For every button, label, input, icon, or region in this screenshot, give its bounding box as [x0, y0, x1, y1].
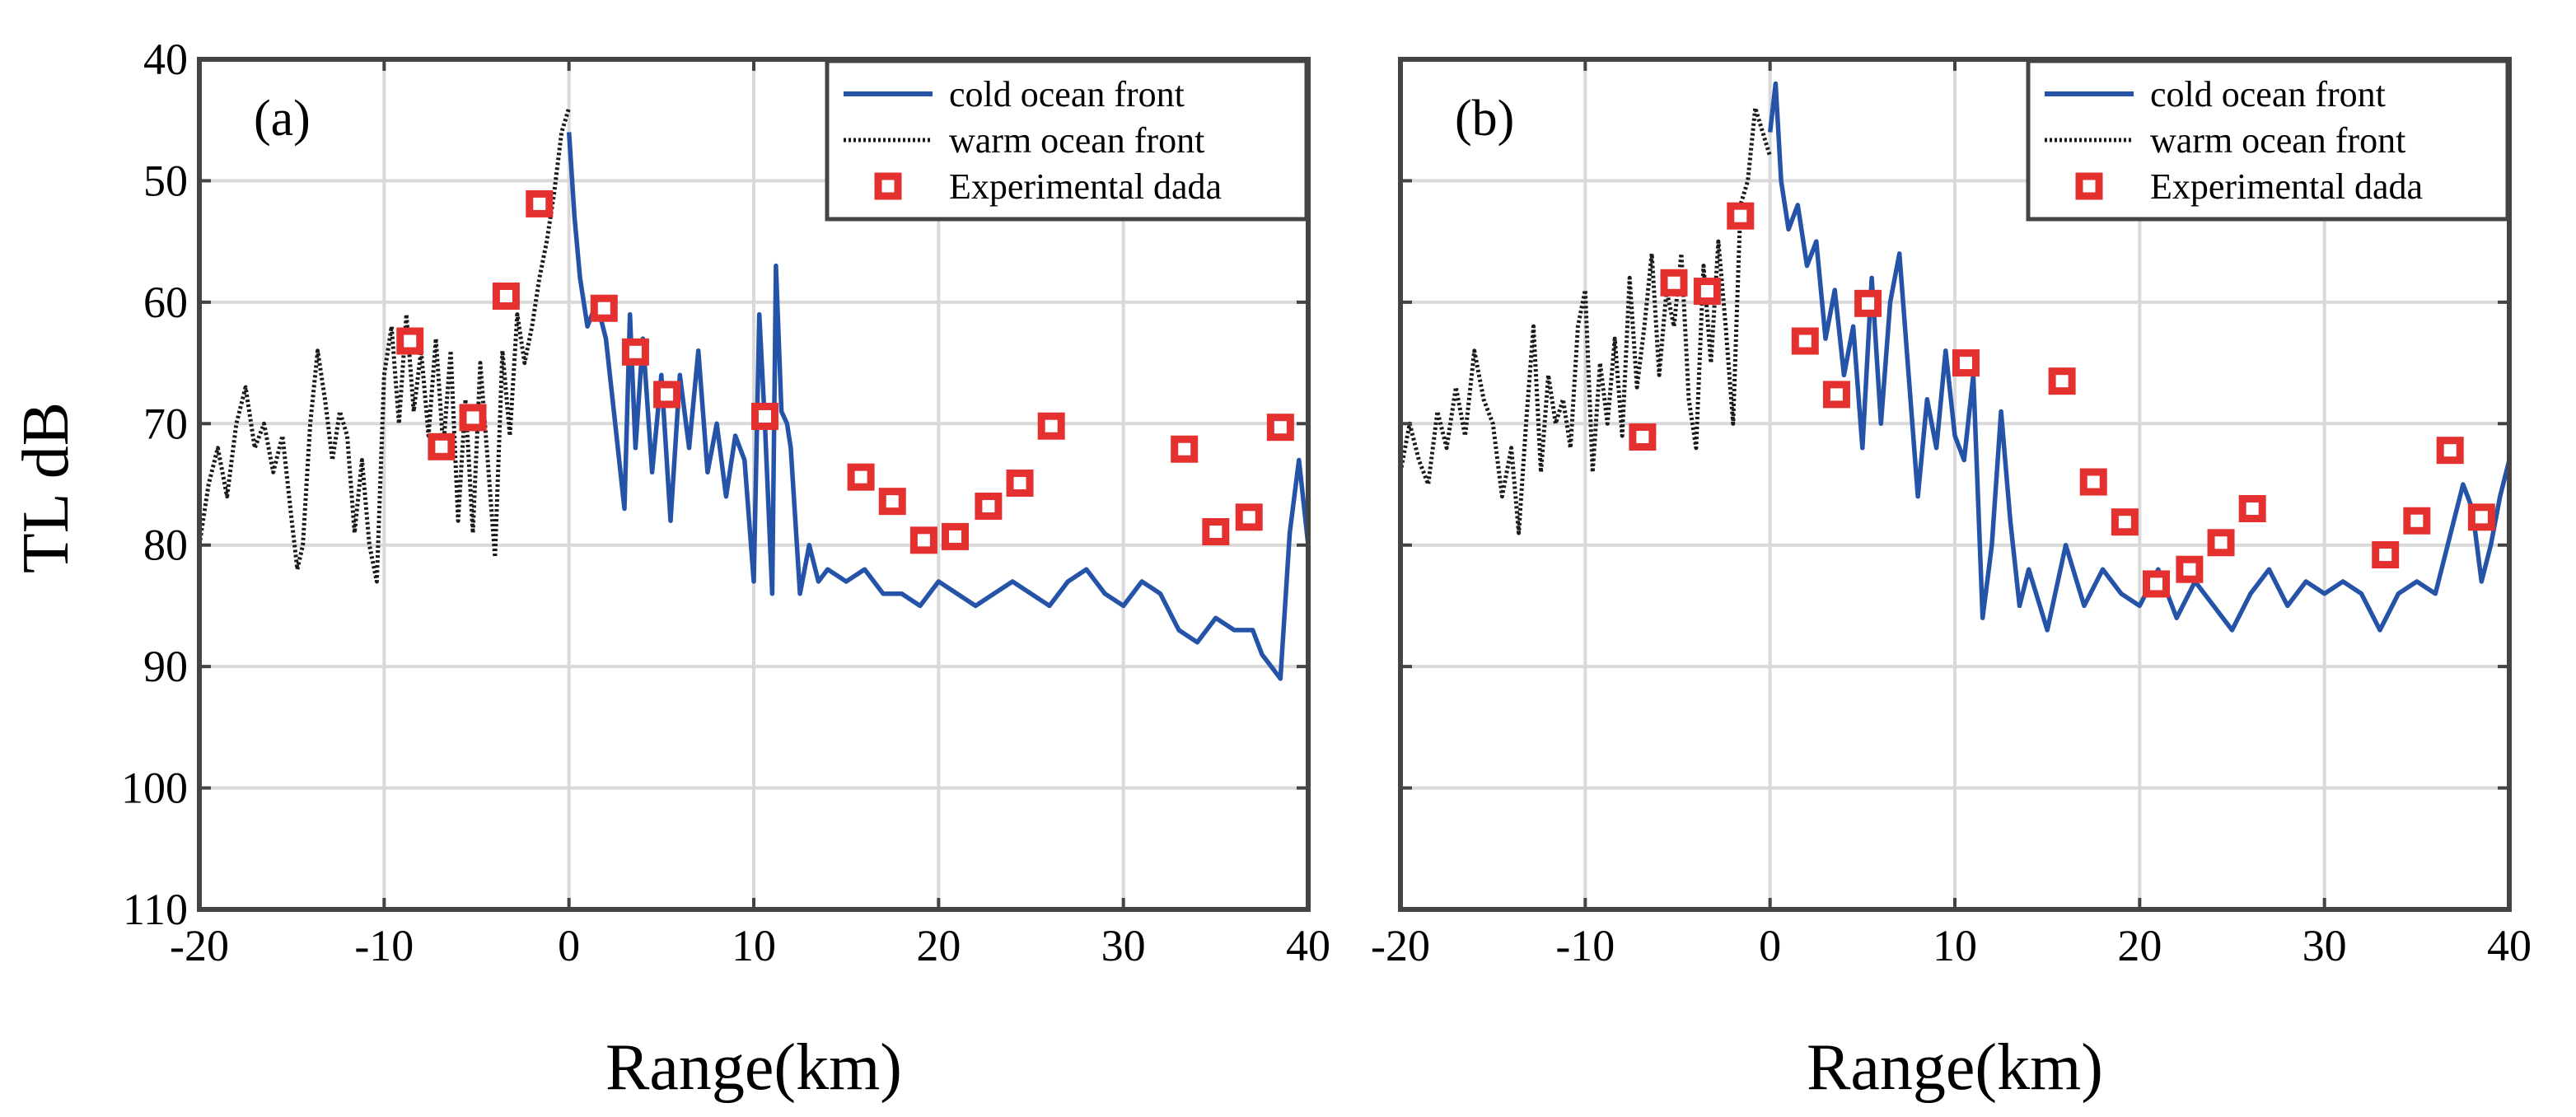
experimental-point — [1854, 289, 1882, 317]
legend-box — [825, 58, 1309, 222]
x-tick-label: 0 — [558, 921, 580, 970]
experimental-point — [2048, 367, 2076, 395]
experimental-point — [1952, 349, 1980, 377]
y-tick-label: 110 — [123, 885, 188, 934]
y-tick-label: 90 — [143, 642, 188, 691]
x-tick-label: 20 — [2117, 921, 2162, 970]
experimental-point — [750, 402, 778, 430]
experimental-point — [1037, 412, 1065, 440]
experimental-point — [428, 432, 456, 460]
experimental-point — [2238, 494, 2266, 522]
x-tick-label: -20 — [1371, 921, 1430, 970]
y-tick-label: 40 — [143, 35, 188, 84]
experimental-point — [2176, 555, 2204, 583]
x-tick-label: -10 — [354, 921, 414, 970]
cold-front-line — [1767, 81, 2509, 633]
experimental-point — [1629, 423, 1657, 451]
experimental-point — [2143, 570, 2171, 598]
y-tick-label: 80 — [143, 521, 188, 570]
experimental-point — [1235, 503, 1263, 531]
y-tick-label: 70 — [143, 399, 188, 448]
experimental-point — [2207, 529, 2235, 557]
x-tick-label: 0 — [1759, 921, 1781, 970]
legend-experimental-label: Experimental dada — [949, 166, 1222, 207]
x-axis-title: Range(km) — [605, 1031, 902, 1104]
legend-box — [2026, 58, 2510, 222]
experimental-point — [459, 404, 487, 432]
panel-a: -20 -10 0 10 20 30 40 40 50 60 70 80 90 100 110 Range(k… — [121, 35, 1330, 1104]
experimental-point — [942, 522, 970, 550]
y-axis-title: TL dB — [10, 402, 82, 573]
experimental-point — [909, 526, 937, 554]
experimental-point — [2372, 541, 2400, 569]
experimental-point — [1791, 327, 1819, 355]
experimental-point — [975, 493, 1003, 521]
experimental-point — [1266, 414, 1294, 442]
legend-experimental-label: Experimental dada — [2150, 166, 2423, 207]
experimental-point — [1822, 381, 1850, 409]
experimental-point — [2079, 468, 2107, 496]
experimental-point — [590, 294, 618, 322]
legend-cold-label: cold ocean front — [949, 74, 1185, 115]
experimental-point — [1171, 435, 1199, 463]
x-tick-label: 10 — [732, 921, 776, 970]
panel-b: -20 -10 0 10 20 30 40 Range(km) (b) cold ocean fr… — [1371, 57, 2532, 1104]
panel-label: (a) — [254, 91, 311, 147]
experimental-point — [2403, 507, 2431, 535]
y-tick-label: 50 — [143, 156, 188, 205]
experimental-point — [1727, 202, 1755, 230]
experimental-point — [621, 338, 649, 366]
experimental-point — [492, 282, 520, 310]
legend-warm-label: warm ocean front — [2150, 120, 2405, 161]
experimental-point — [653, 381, 681, 409]
x-axis-title: Range(km) — [1807, 1031, 2103, 1104]
experimental-point — [878, 488, 906, 516]
x-tick-label: 10 — [1933, 921, 1977, 970]
x-tick-label: -20 — [170, 921, 229, 970]
experimental-point — [2467, 503, 2495, 531]
warm-front-line — [199, 107, 572, 584]
x-tick-label: 20 — [916, 921, 961, 970]
legend-warm-label: warm ocean front — [949, 120, 1204, 161]
experimental-point — [2111, 508, 2139, 536]
x-tick-label: 30 — [2303, 921, 2347, 970]
experimental-point — [2436, 437, 2464, 465]
legend-exp-swatch — [874, 172, 902, 200]
x-tick-label: -10 — [1555, 921, 1615, 970]
x-tick-label: 40 — [2487, 921, 2532, 970]
x-tick-label: 30 — [1101, 921, 1146, 970]
experimental-point — [847, 463, 875, 491]
experimental-point — [526, 189, 554, 217]
y-tick-label: 100 — [121, 764, 188, 813]
experimental-point — [1693, 278, 1721, 306]
warm-front-line — [1400, 105, 1773, 535]
experimental-point — [1006, 470, 1034, 498]
legend-exp-swatch — [2075, 172, 2103, 200]
y-tick-label: 60 — [143, 278, 188, 327]
legend-cold-label: cold ocean front — [2150, 74, 2386, 115]
experimental-point — [1202, 517, 1230, 545]
cold-front-line — [566, 132, 1308, 681]
experimental-point — [1660, 269, 1688, 297]
experimental-point — [396, 327, 424, 355]
panel-label: (b) — [1455, 91, 1514, 147]
x-tick-label: 40 — [1286, 921, 1330, 970]
